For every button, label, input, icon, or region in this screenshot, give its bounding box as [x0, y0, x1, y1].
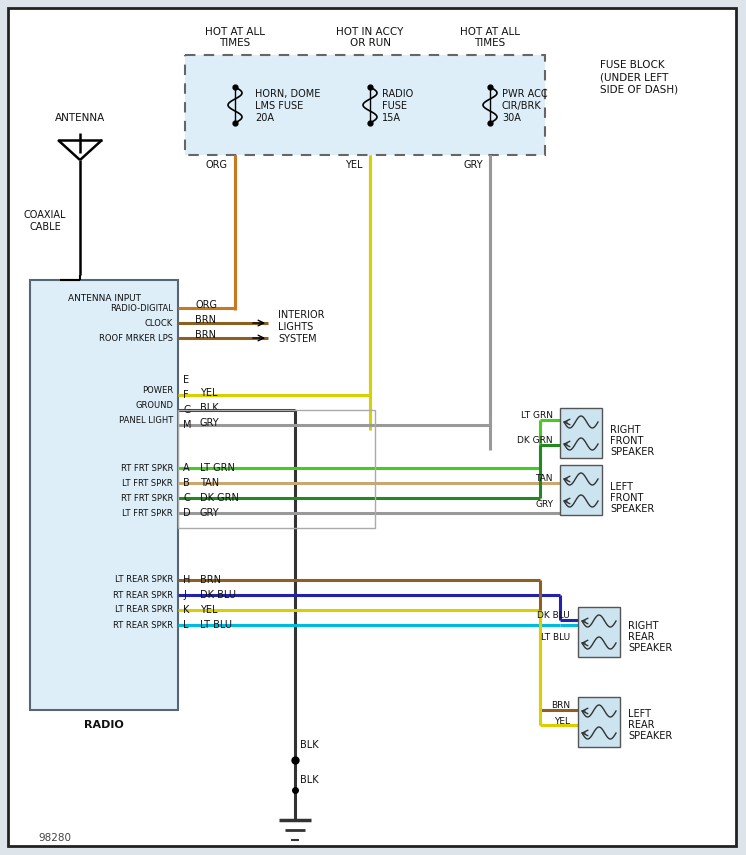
- Text: SPEAKER: SPEAKER: [628, 643, 672, 653]
- Text: TIMES: TIMES: [474, 38, 506, 48]
- Text: SIDE OF DASH): SIDE OF DASH): [600, 84, 678, 94]
- Text: BRN: BRN: [195, 330, 216, 340]
- Text: (UNDER LEFT: (UNDER LEFT: [600, 72, 668, 82]
- Text: 98280: 98280: [38, 833, 71, 843]
- Text: CABLE: CABLE: [29, 222, 61, 232]
- Text: RIGHT: RIGHT: [628, 621, 659, 631]
- Text: LT FRT SPKR: LT FRT SPKR: [122, 479, 173, 487]
- Text: REAR: REAR: [628, 720, 654, 730]
- Text: YEL: YEL: [554, 716, 570, 726]
- Text: DK GRN: DK GRN: [518, 435, 553, 445]
- Text: BLK: BLK: [300, 740, 319, 750]
- Text: RT REAR SPKR: RT REAR SPKR: [113, 621, 173, 629]
- Text: HOT AT ALL: HOT AT ALL: [460, 27, 520, 37]
- FancyBboxPatch shape: [578, 607, 620, 657]
- Text: POWER: POWER: [142, 386, 173, 394]
- Text: RADIO: RADIO: [382, 89, 413, 99]
- Text: LT REAR SPKR: LT REAR SPKR: [115, 575, 173, 585]
- Text: FRONT: FRONT: [610, 493, 643, 503]
- Text: LT REAR SPKR: LT REAR SPKR: [115, 605, 173, 615]
- Text: BRN: BRN: [195, 315, 216, 325]
- Text: BLK: BLK: [300, 775, 319, 785]
- Text: E: E: [183, 375, 189, 385]
- Text: GROUND: GROUND: [135, 400, 173, 410]
- Text: LEFT: LEFT: [628, 709, 651, 719]
- Text: GRY: GRY: [200, 418, 219, 428]
- Text: COAXIAL: COAXIAL: [24, 210, 66, 220]
- Text: 30A: 30A: [502, 113, 521, 123]
- FancyBboxPatch shape: [185, 55, 545, 155]
- Text: YEL: YEL: [200, 605, 218, 615]
- Text: FUSE: FUSE: [382, 101, 407, 111]
- Text: ANTENNA INPUT: ANTENNA INPUT: [67, 293, 140, 303]
- Text: LMS FUSE: LMS FUSE: [255, 101, 304, 111]
- Text: D: D: [183, 508, 191, 518]
- Text: SPEAKER: SPEAKER: [610, 447, 654, 457]
- Text: 15A: 15A: [382, 113, 401, 123]
- Text: ORG: ORG: [206, 160, 228, 170]
- Text: RADIO: RADIO: [84, 720, 124, 730]
- Text: RADIO-DIGITAL: RADIO-DIGITAL: [110, 304, 173, 312]
- Text: FUSE BLOCK: FUSE BLOCK: [600, 60, 665, 70]
- Text: C: C: [183, 493, 189, 503]
- Text: A: A: [183, 463, 189, 473]
- FancyBboxPatch shape: [560, 408, 602, 458]
- Text: PWR ACC: PWR ACC: [502, 89, 548, 99]
- Text: ANTENNA: ANTENNA: [55, 113, 105, 123]
- Text: RT FRT SPKR: RT FRT SPKR: [121, 493, 173, 503]
- Text: RT FRT SPKR: RT FRT SPKR: [121, 463, 173, 473]
- Text: DK BLU: DK BLU: [200, 590, 236, 600]
- Text: GRY: GRY: [535, 499, 553, 509]
- Text: G: G: [183, 405, 190, 415]
- Text: LT BLU: LT BLU: [541, 634, 570, 642]
- Text: F: F: [183, 390, 189, 400]
- Text: CIR/BRK: CIR/BRK: [502, 101, 542, 111]
- Text: REAR: REAR: [628, 632, 654, 642]
- Text: LT BLU: LT BLU: [200, 620, 232, 630]
- FancyBboxPatch shape: [578, 697, 620, 747]
- Text: HOT IN ACCY: HOT IN ACCY: [336, 27, 404, 37]
- Text: GRY: GRY: [463, 160, 483, 170]
- Text: SPEAKER: SPEAKER: [628, 731, 672, 741]
- Text: DK BLU: DK BLU: [537, 610, 570, 620]
- Text: M: M: [183, 420, 192, 430]
- Text: CLOCK: CLOCK: [145, 319, 173, 327]
- FancyBboxPatch shape: [8, 8, 736, 846]
- Text: LT GRN: LT GRN: [521, 410, 553, 420]
- Text: DK GRN: DK GRN: [200, 493, 239, 503]
- Text: L: L: [183, 620, 189, 630]
- Text: LIGHTS: LIGHTS: [278, 322, 313, 332]
- Text: 20A: 20A: [255, 113, 274, 123]
- Text: LT FRT SPKR: LT FRT SPKR: [122, 509, 173, 517]
- Text: RT REAR SPKR: RT REAR SPKR: [113, 591, 173, 599]
- Text: BLK: BLK: [200, 403, 219, 413]
- Text: SPEAKER: SPEAKER: [610, 504, 654, 514]
- Text: INTERIOR: INTERIOR: [278, 310, 325, 320]
- Text: LT GRN: LT GRN: [200, 463, 235, 473]
- Text: H: H: [183, 575, 190, 585]
- FancyBboxPatch shape: [560, 465, 602, 515]
- Text: B: B: [183, 478, 189, 488]
- Text: YEL: YEL: [345, 160, 363, 170]
- Text: RIGHT: RIGHT: [610, 425, 641, 435]
- Text: TIMES: TIMES: [219, 38, 251, 48]
- Text: BRN: BRN: [200, 575, 221, 585]
- Text: ROOF MRKER LPS: ROOF MRKER LPS: [99, 333, 173, 343]
- Text: TAN: TAN: [536, 474, 553, 482]
- Text: OR RUN: OR RUN: [349, 38, 390, 48]
- Text: ORG: ORG: [195, 300, 217, 310]
- Text: SYSTEM: SYSTEM: [278, 334, 316, 344]
- Text: FRONT: FRONT: [610, 436, 643, 446]
- Text: HOT AT ALL: HOT AT ALL: [205, 27, 265, 37]
- Text: K: K: [183, 605, 189, 615]
- Text: PANEL LIGHT: PANEL LIGHT: [119, 416, 173, 424]
- FancyBboxPatch shape: [30, 280, 178, 710]
- Text: GRY: GRY: [200, 508, 219, 518]
- Text: TAN: TAN: [200, 478, 219, 488]
- Text: LEFT: LEFT: [610, 482, 633, 492]
- Text: HORN, DOME: HORN, DOME: [255, 89, 320, 99]
- Text: J: J: [183, 590, 186, 600]
- Text: YEL: YEL: [200, 388, 218, 398]
- Text: BRN: BRN: [551, 701, 570, 711]
